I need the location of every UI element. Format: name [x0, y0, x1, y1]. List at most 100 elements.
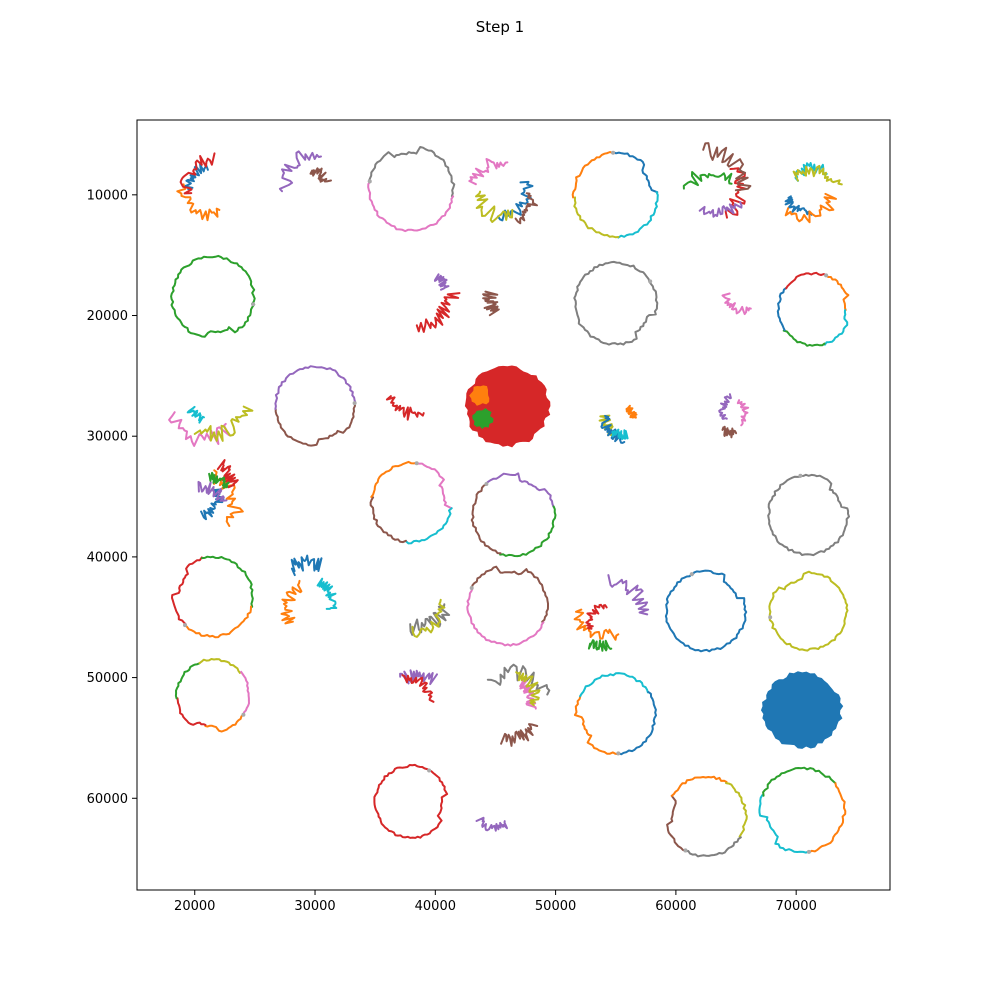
cell-outline — [482, 290, 500, 317]
outline-fragment — [475, 816, 508, 832]
cell-outline — [475, 816, 508, 832]
cell-outline — [415, 273, 461, 333]
filled-region — [469, 385, 490, 406]
outline-fragment — [415, 292, 461, 333]
cell-outline — [758, 766, 847, 854]
cell-outline — [666, 775, 748, 858]
outline-segment — [367, 180, 455, 233]
segment-endpoint — [768, 615, 773, 620]
outline-fragment — [411, 598, 446, 638]
segment-endpoint — [241, 712, 246, 717]
segment-endpoint — [251, 302, 256, 307]
outline-fragment — [721, 425, 738, 439]
outline-segment — [785, 271, 828, 290]
outline-fragment — [216, 459, 239, 489]
x-tick-label: 30000 — [294, 899, 335, 914]
outline-fragment — [611, 428, 629, 441]
cell-outline — [776, 271, 850, 347]
outline-fragment — [213, 469, 244, 527]
outline-segment — [485, 472, 555, 508]
outline-segment — [171, 556, 203, 626]
outline-segment — [762, 766, 837, 797]
outline-fragment — [309, 167, 332, 183]
segment-endpoint — [183, 623, 187, 628]
segment-endpoint — [616, 751, 621, 756]
outline-segment — [573, 695, 620, 756]
outline-segment — [776, 287, 787, 332]
outline-fragment — [500, 723, 539, 747]
segment-endpoint — [367, 179, 372, 184]
outline-fragment — [176, 183, 221, 222]
outline-segment — [808, 782, 847, 854]
outline-segment — [470, 483, 502, 555]
outline-fragment — [401, 674, 435, 703]
segment-endpoint — [611, 150, 616, 155]
segment-endpoint — [414, 461, 419, 466]
outline-fragment — [409, 603, 451, 636]
cell-outline — [466, 565, 549, 647]
cell-outline — [682, 142, 752, 219]
cell-outline — [168, 405, 254, 447]
outline-fragment — [468, 158, 509, 186]
outline-fragment — [793, 162, 828, 182]
cell-outline — [664, 569, 748, 653]
outline-segment — [170, 254, 256, 338]
outline-fragment — [475, 190, 514, 223]
outline-segment — [612, 151, 659, 194]
cell-outline — [373, 763, 449, 839]
outline-segment — [240, 670, 250, 716]
plot-area — [168, 142, 850, 858]
outline-segment — [617, 191, 659, 239]
cell-outline — [409, 598, 451, 638]
segment-endpoint — [683, 848, 688, 853]
y-tick-label: 50000 — [87, 671, 128, 686]
cell-outline — [399, 669, 438, 703]
outline-segment — [579, 672, 649, 698]
outline-fragment — [497, 180, 534, 222]
outline-fragment — [433, 273, 450, 291]
outline-segment — [370, 460, 418, 498]
cell-outline — [598, 404, 638, 444]
outline-fragment — [179, 152, 216, 195]
outline-segment — [617, 691, 657, 756]
y-tick-label: 40000 — [87, 550, 128, 565]
y-tick-label: 60000 — [87, 792, 128, 807]
segment-endpoint — [689, 572, 694, 577]
axes-frame — [136, 119, 891, 891]
segment-endpoint — [352, 401, 357, 406]
segment-endpoint — [427, 768, 432, 773]
cell-outline — [385, 395, 425, 421]
outline-segment — [373, 763, 449, 839]
outline-segment — [274, 365, 357, 410]
cell-outline — [274, 365, 357, 447]
outline-fragment — [514, 192, 538, 225]
cell-outline — [470, 472, 557, 558]
cell-outline — [573, 260, 659, 346]
outline-fragment — [607, 574, 650, 616]
outline-segment — [466, 587, 545, 647]
cell-outline — [176, 152, 221, 222]
outline-fragment — [200, 488, 225, 521]
cell-outline — [278, 150, 332, 193]
outline-segment — [664, 569, 748, 653]
segment-endpoint — [798, 473, 803, 478]
outline-fragment — [585, 603, 608, 630]
outline-segment — [415, 462, 453, 510]
outline-segment — [367, 146, 456, 198]
cell-outline — [369, 460, 453, 545]
outline-segment — [684, 836, 742, 858]
cell-outline — [571, 150, 659, 239]
outline-fragment — [482, 290, 500, 317]
outline-fragment — [168, 411, 230, 447]
outline-segment — [201, 555, 254, 608]
outline-fragment — [186, 405, 205, 424]
cell-outline — [760, 671, 844, 749]
cell-outline — [721, 292, 752, 316]
cell-outline — [171, 555, 254, 639]
outline-segment — [670, 775, 728, 797]
outline-fragment — [702, 142, 752, 192]
cell-outline — [464, 365, 551, 448]
